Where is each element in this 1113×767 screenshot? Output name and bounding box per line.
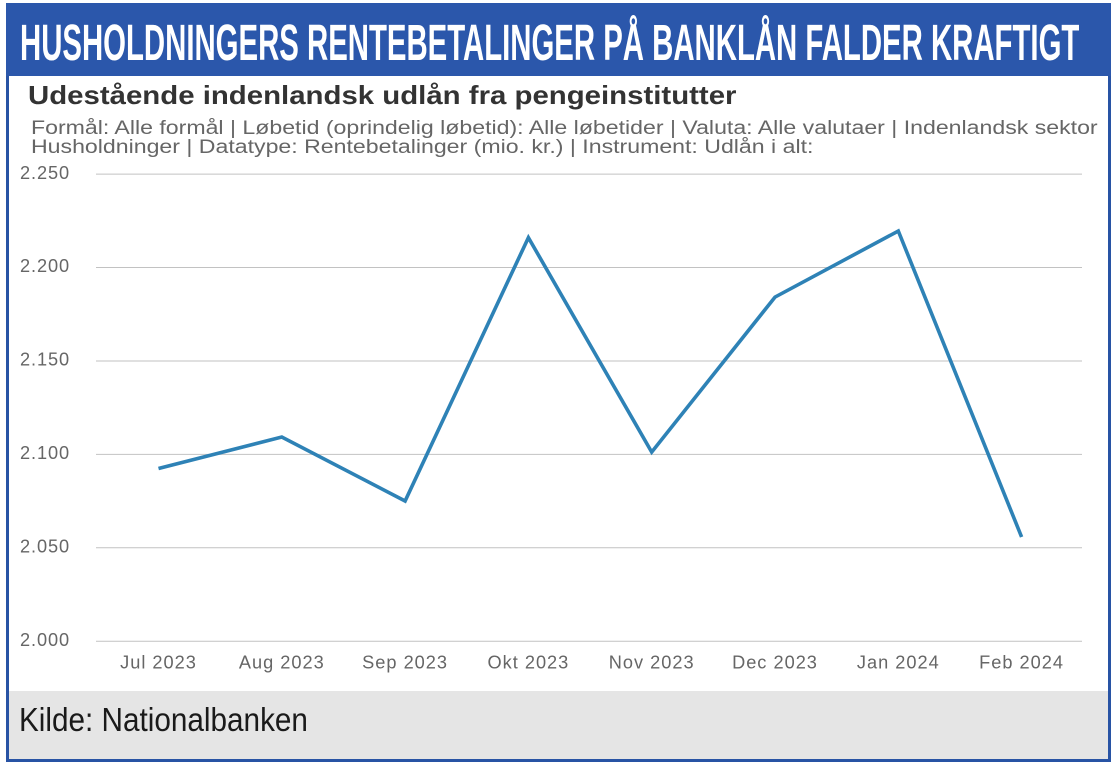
svg-text:Sep 2023: Sep 2023 [362,652,448,672]
svg-text:2.100: 2.100 [20,443,70,463]
svg-text:Aug 2023: Aug 2023 [239,652,325,672]
svg-text:2.150: 2.150 [20,350,70,370]
svg-text:Okt 2023: Okt 2023 [487,652,569,672]
svg-text:2.050: 2.050 [20,537,70,557]
svg-text:Dec 2023: Dec 2023 [732,652,818,672]
svg-text:Nov 2023: Nov 2023 [609,652,695,672]
svg-text:Jan 2024: Jan 2024 [857,652,940,672]
svg-text:Jul 2023: Jul 2023 [120,652,197,672]
svg-text:2.000: 2.000 [20,630,70,650]
svg-text:Feb 2024: Feb 2024 [979,652,1064,672]
svg-text:2.250: 2.250 [20,163,70,183]
svg-text:2.200: 2.200 [20,256,70,276]
